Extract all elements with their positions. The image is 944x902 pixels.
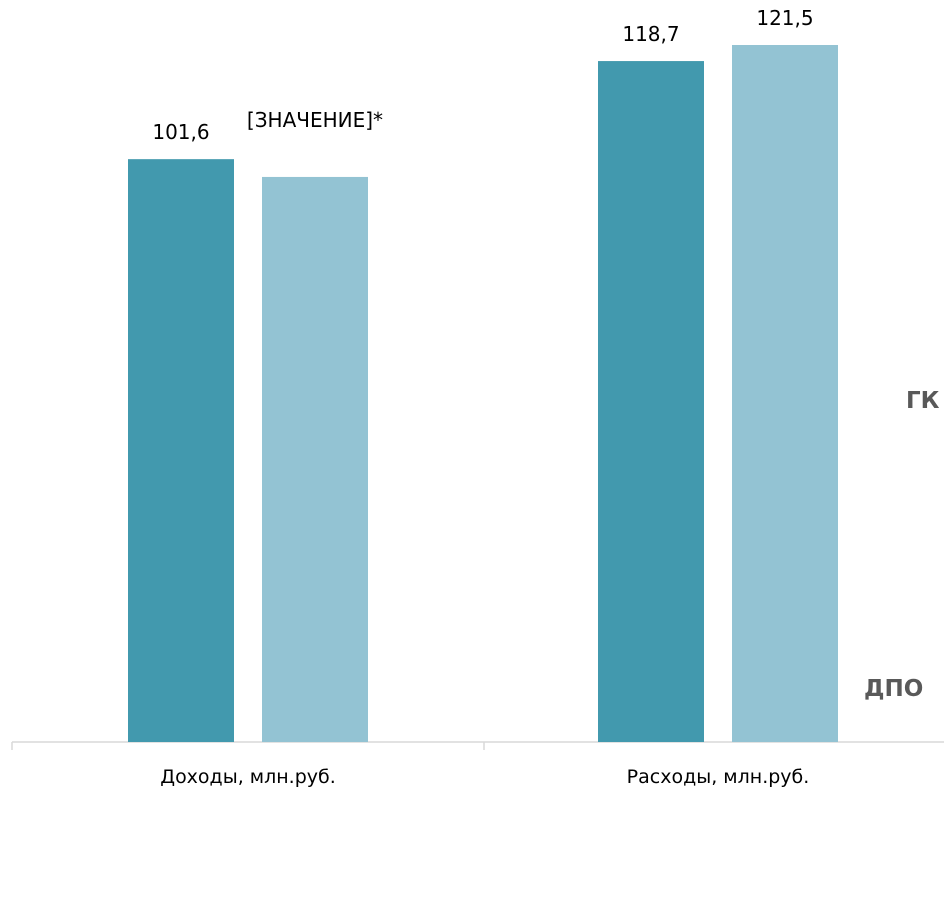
bar-1-2 xyxy=(598,61,704,742)
bar-2-2 xyxy=(732,45,838,742)
bar-1-1 xyxy=(128,159,234,743)
legend-label-1: ГК xyxy=(906,388,940,414)
data-label-1-2: 118,7 xyxy=(622,22,679,46)
tick-label-1: Доходы, млн.руб. xyxy=(160,766,336,788)
legend: ГК ДПО xyxy=(864,388,940,702)
data-labels-group: 101,6 [ЗНАЧЕНИЕ]* 118,7 121,5 xyxy=(152,6,813,144)
data-label-2-1: [ЗНАЧЕНИЕ]* xyxy=(247,108,383,132)
bars-group xyxy=(128,45,838,743)
data-label-1-1: 101,6 xyxy=(152,120,209,144)
data-label-2-2: 121,5 xyxy=(756,6,813,30)
tick-labels-group: Доходы, млн.руб. Расходы, млн.руб. xyxy=(160,766,809,788)
tick-label-2: Расходы, млн.руб. xyxy=(627,766,810,788)
bar-2-1 xyxy=(262,176,368,742)
legend-label-2: ДПО xyxy=(864,676,923,702)
